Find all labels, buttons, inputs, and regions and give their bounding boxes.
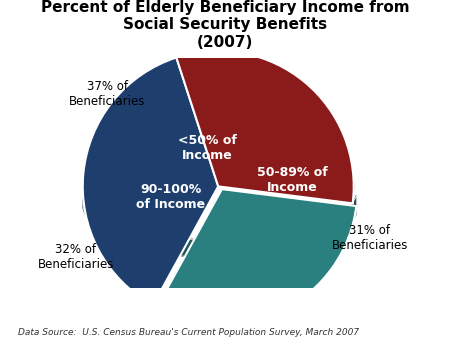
Text: 50-89% of
Income: 50-89% of Income: [257, 166, 328, 193]
Text: 32% of
Beneficiaries: 32% of Beneficiaries: [38, 243, 114, 271]
Text: 90-100%
of Income: 90-100% of Income: [136, 183, 205, 211]
Wedge shape: [157, 189, 356, 325]
Text: 31% of
Beneficiaries: 31% of Beneficiaries: [332, 224, 408, 252]
Title: Percent of Elderly Beneficiary Income from
Social Security Benefits
(2007): Percent of Elderly Beneficiary Income fr…: [40, 0, 410, 50]
Wedge shape: [83, 57, 218, 305]
Text: <50% of
Income: <50% of Income: [178, 134, 237, 163]
Polygon shape: [83, 137, 176, 249]
Text: 37% of
Beneficiaries: 37% of Beneficiaries: [69, 80, 145, 108]
Text: Data Source:  U.S. Census Bureau's Current Population Survey, March 2007: Data Source: U.S. Census Bureau's Curren…: [18, 328, 359, 337]
Polygon shape: [157, 195, 356, 258]
Wedge shape: [176, 51, 354, 203]
Polygon shape: [176, 135, 354, 210]
